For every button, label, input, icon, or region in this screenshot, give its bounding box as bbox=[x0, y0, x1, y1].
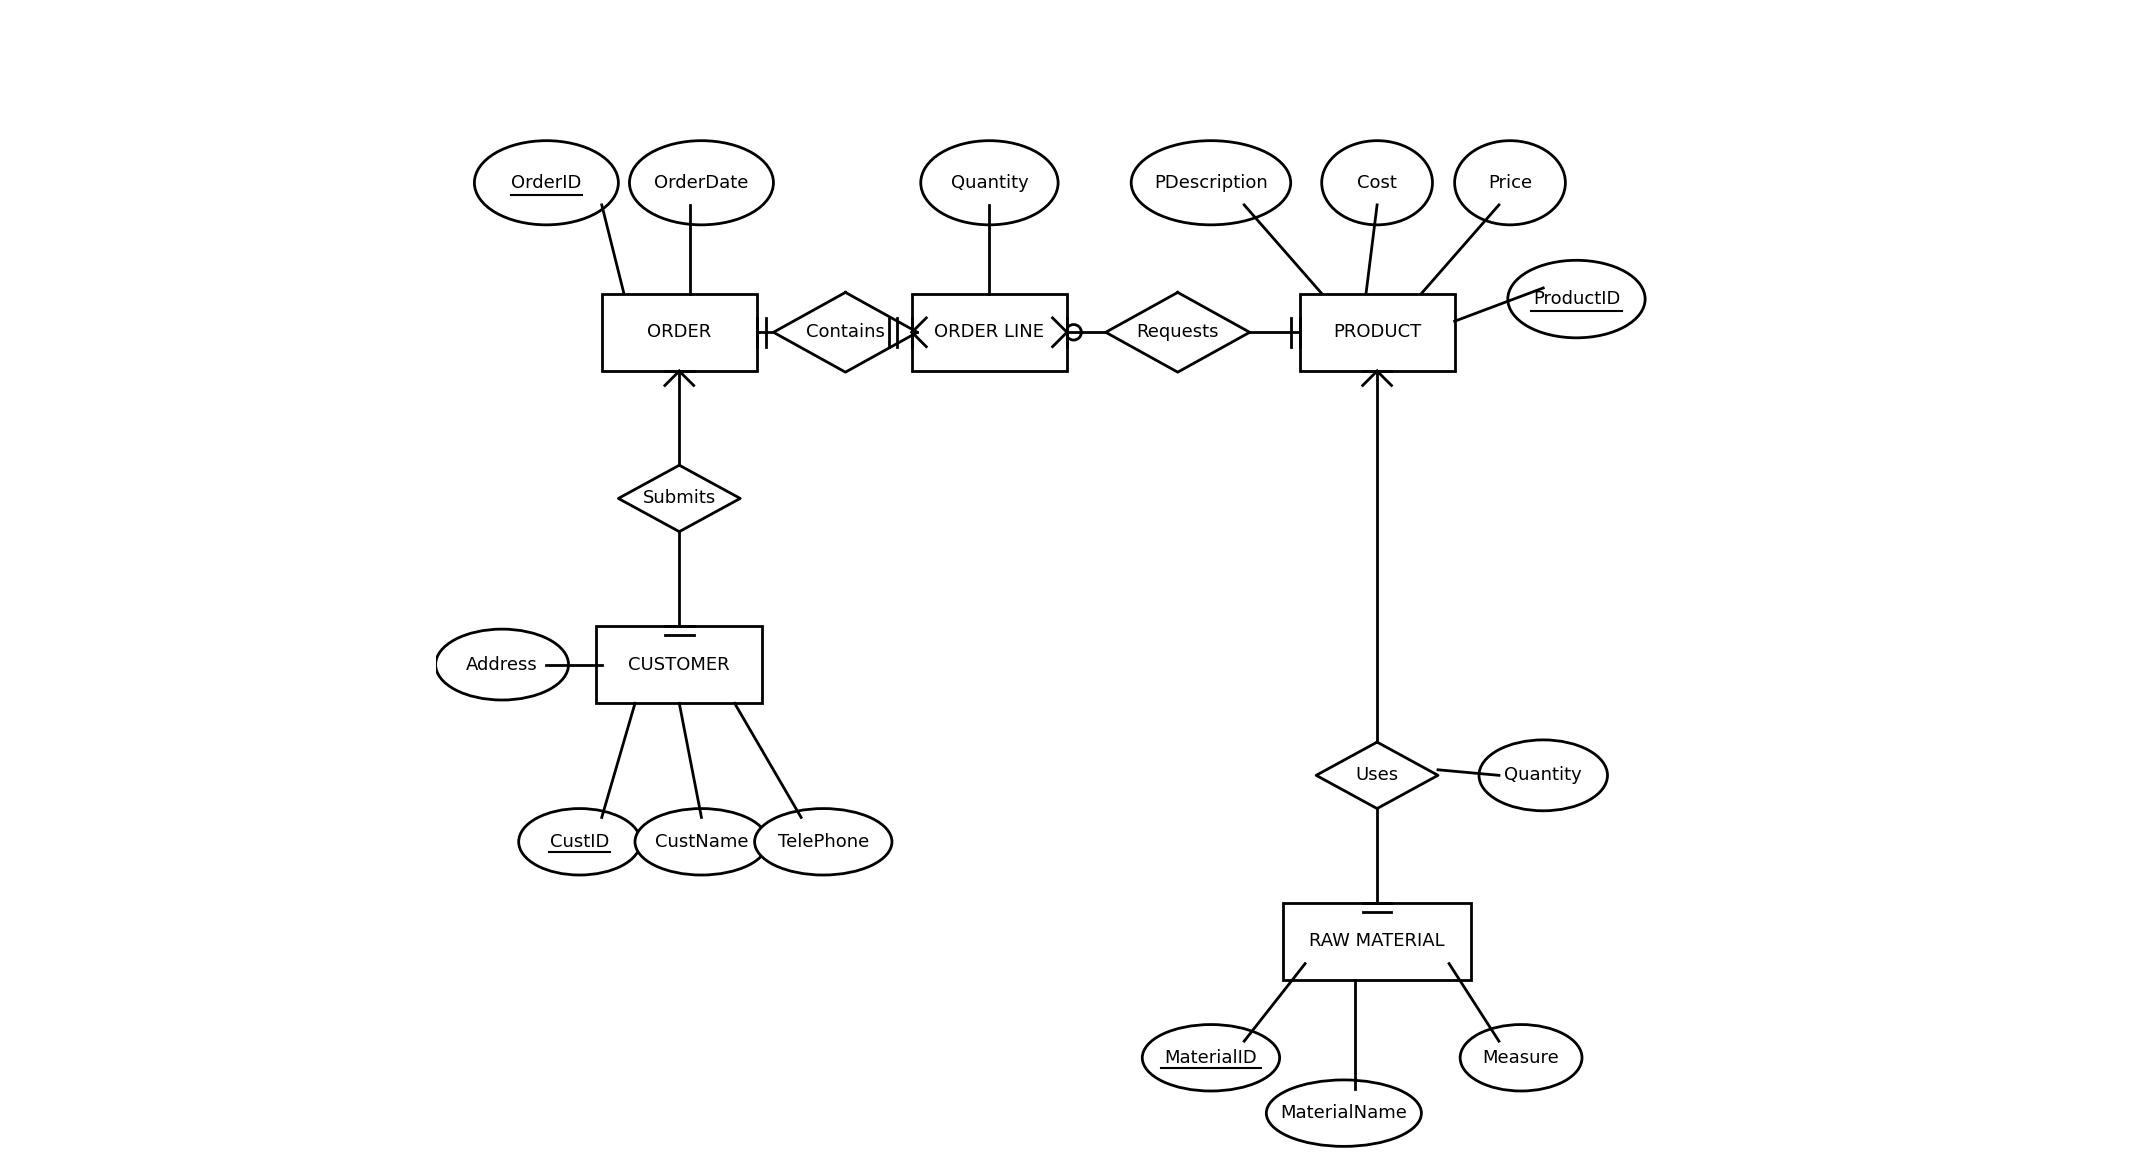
Text: MaterialName: MaterialName bbox=[1281, 1104, 1407, 1122]
Text: PRODUCT: PRODUCT bbox=[1332, 323, 1422, 341]
Text: ORDER: ORDER bbox=[648, 323, 712, 341]
Ellipse shape bbox=[1454, 141, 1566, 224]
Bar bbox=[603, 293, 757, 371]
Ellipse shape bbox=[755, 808, 892, 875]
Ellipse shape bbox=[1130, 141, 1291, 224]
Text: CustID: CustID bbox=[549, 833, 609, 851]
Text: ORDER LINE: ORDER LINE bbox=[935, 323, 1045, 341]
Ellipse shape bbox=[1508, 261, 1645, 337]
Text: CustName: CustName bbox=[654, 833, 749, 851]
Text: TelePhone: TelePhone bbox=[779, 833, 869, 851]
Text: Contains: Contains bbox=[807, 323, 886, 341]
Text: Quantity: Quantity bbox=[1504, 766, 1583, 784]
Ellipse shape bbox=[1266, 1080, 1422, 1147]
Ellipse shape bbox=[435, 629, 568, 700]
Bar bbox=[1283, 902, 1471, 980]
Text: ProductID: ProductID bbox=[1534, 290, 1619, 308]
Text: Requests: Requests bbox=[1137, 323, 1218, 341]
Text: Measure: Measure bbox=[1482, 1049, 1559, 1066]
Text: OrderDate: OrderDate bbox=[654, 173, 749, 192]
Text: MaterialID: MaterialID bbox=[1165, 1049, 1257, 1066]
Text: Submits: Submits bbox=[644, 490, 716, 507]
Text: Quantity: Quantity bbox=[950, 173, 1027, 192]
Text: PDescription: PDescription bbox=[1154, 173, 1268, 192]
Text: Cost: Cost bbox=[1358, 173, 1396, 192]
Ellipse shape bbox=[628, 141, 774, 224]
Text: OrderID: OrderID bbox=[511, 173, 581, 192]
Bar bbox=[912, 293, 1066, 371]
Ellipse shape bbox=[519, 808, 641, 875]
Ellipse shape bbox=[474, 141, 618, 224]
Ellipse shape bbox=[1143, 1025, 1281, 1091]
Ellipse shape bbox=[1480, 740, 1607, 811]
Text: Price: Price bbox=[1489, 173, 1532, 192]
Ellipse shape bbox=[1321, 141, 1433, 224]
Text: Address: Address bbox=[465, 656, 538, 673]
Ellipse shape bbox=[1461, 1025, 1583, 1091]
Text: Uses: Uses bbox=[1356, 766, 1399, 784]
Text: RAW MATERIAL: RAW MATERIAL bbox=[1308, 933, 1446, 950]
Ellipse shape bbox=[635, 808, 768, 875]
Bar bbox=[596, 626, 761, 704]
Bar bbox=[1300, 293, 1454, 371]
Text: CUSTOMER: CUSTOMER bbox=[628, 656, 729, 673]
Ellipse shape bbox=[920, 141, 1057, 224]
